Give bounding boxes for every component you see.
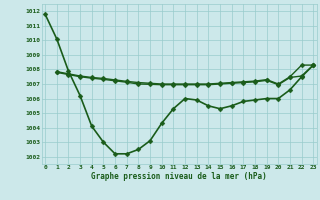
X-axis label: Graphe pression niveau de la mer (hPa): Graphe pression niveau de la mer (hPa) — [91, 172, 267, 181]
